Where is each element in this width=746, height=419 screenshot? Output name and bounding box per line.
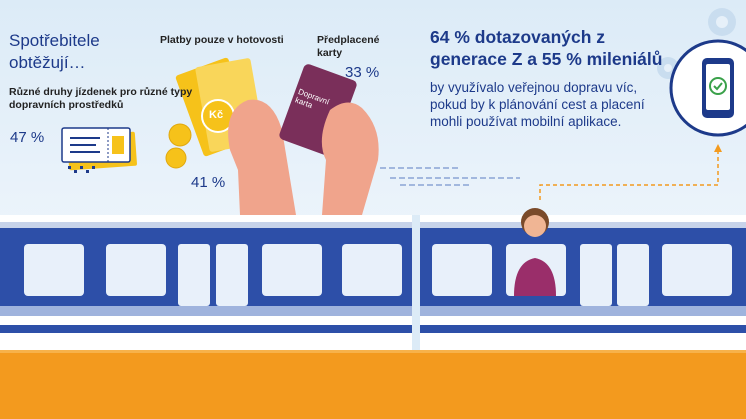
cash-label: Platby pouze v hotovosti <box>160 34 284 46</box>
body-text: by využívalo veřejnou dopravu víc, pokud… <box>430 80 645 129</box>
cash-percent: 41 % <box>191 174 226 191</box>
speed-lines <box>380 167 520 186</box>
ticket-icon <box>61 127 137 173</box>
phone-icon <box>669 39 746 137</box>
card-hand-illustration <box>279 64 379 215</box>
connector-line <box>539 150 719 200</box>
card-percent: 33 % <box>345 64 380 81</box>
ground-band <box>0 350 746 419</box>
tickets-percent: 47 % <box>10 129 45 146</box>
headline: 64 % dotazovaných z generace Z a 55 % mi… <box>430 27 663 69</box>
tickets-subtitle: Různé druhy jízdenek pro různé typy dopr… <box>9 86 193 111</box>
passenger-illustration <box>514 208 556 296</box>
left-title: Spotřebitele obtěžují… <box>9 31 100 72</box>
train <box>0 208 746 350</box>
coin-text: Kč <box>209 109 224 121</box>
card-label: Předplacené karty <box>317 34 380 59</box>
cash-hand-illustration <box>165 57 296 215</box>
